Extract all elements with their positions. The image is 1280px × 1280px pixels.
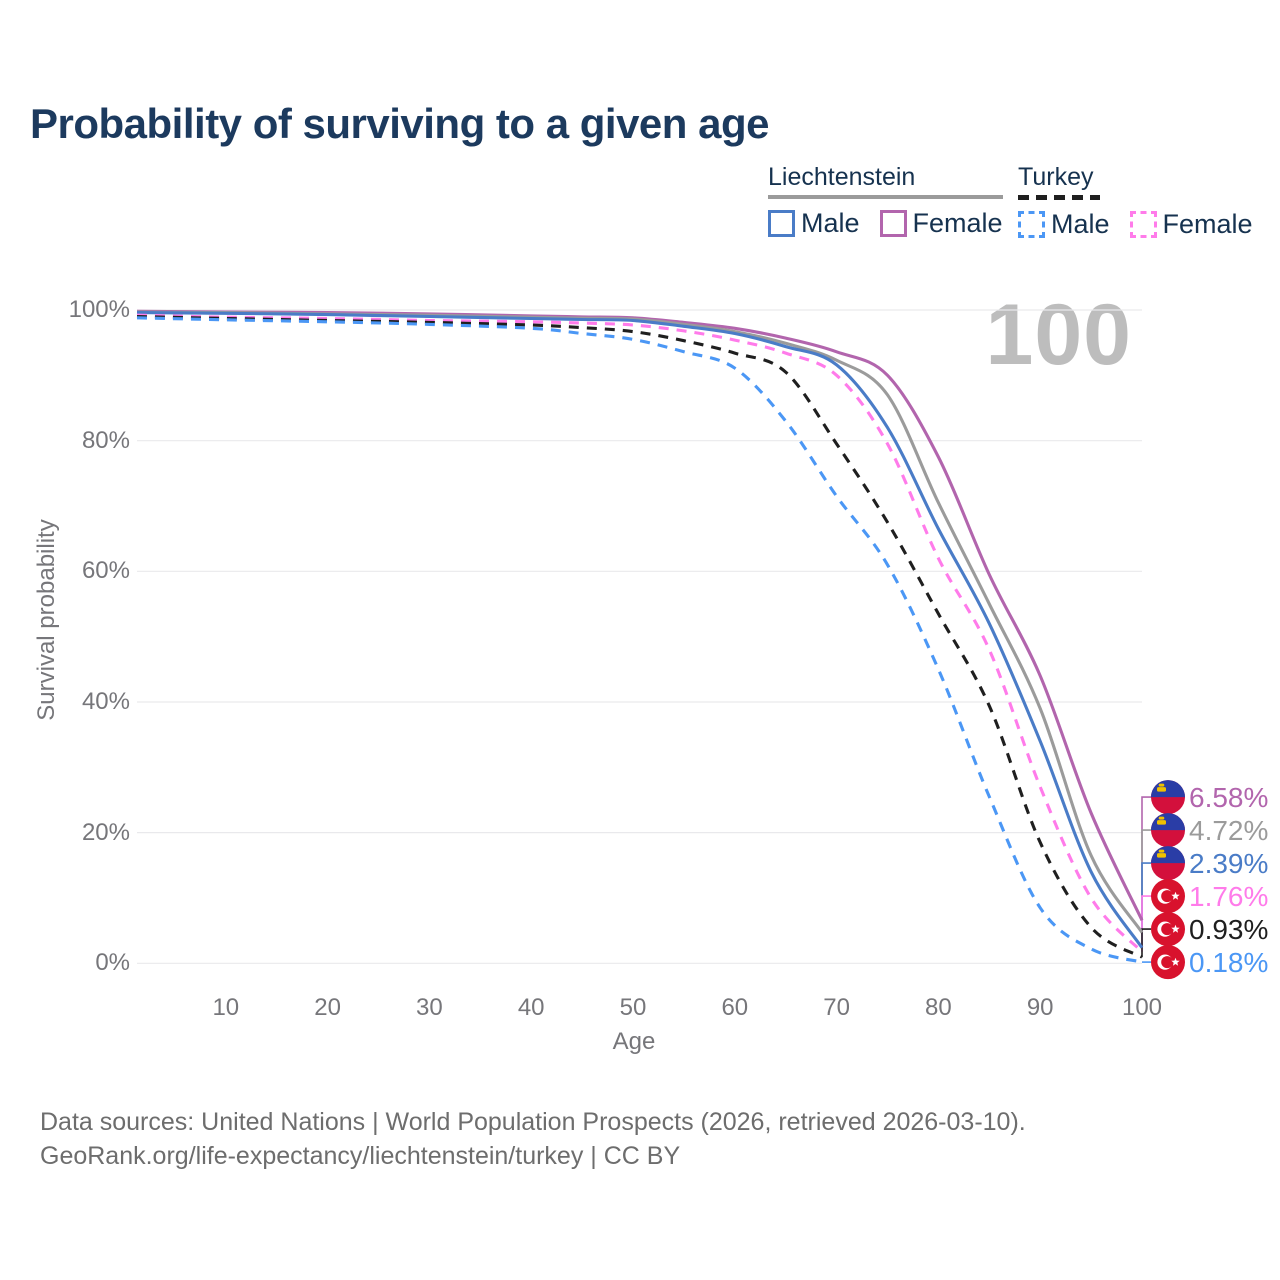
- legend-country-liechtenstein[interactable]: Liechtenstein: [768, 163, 916, 191]
- end-value-Liechtenstein: 4.72%: [1189, 815, 1269, 847]
- end-value-Turkey: 0.93%: [1189, 914, 1269, 946]
- legend-underline-liechtenstein: [768, 195, 1003, 199]
- curve-Turkey Male: [136, 316, 1143, 964]
- y-tick-80%: 80%: [81, 426, 130, 454]
- legend-group-liechtenstein: Liechtenstein Male Female: [768, 163, 1003, 239]
- leader-line-Turkey Female: [1141, 895, 1151, 952]
- page-title: Probability of surviving to a given age: [30, 100, 769, 147]
- legend-item-turkey-female[interactable]: Female: [1129, 209, 1253, 240]
- legend-label-turkey-male: Male: [1051, 209, 1110, 239]
- y-tick-0%: 0%: [95, 949, 130, 977]
- x-tick-90: 90: [1026, 994, 1054, 1021]
- flag-turkey-icon: [1151, 879, 1185, 914]
- legend-item-liechtenstein-female[interactable]: Female: [879, 208, 1003, 239]
- leader-line-Liechtenstein Female: [1141, 796, 1151, 921]
- end-value-Turkey Female: 1.76%: [1189, 881, 1269, 913]
- legend-label-liechtenstein-male: Male: [801, 208, 860, 238]
- x-tick-70: 70: [823, 994, 850, 1021]
- age-watermark: 100: [985, 287, 1132, 383]
- leader-line-Turkey: [1141, 928, 1151, 958]
- x-axis-title: Age: [612, 1028, 656, 1055]
- legend-country-turkey[interactable]: Turkey: [1018, 163, 1094, 191]
- legend-swatch-liechtenstein-male: [768, 210, 795, 237]
- curve-Liechtenstein: [136, 310, 1144, 934]
- flag-liechtenstein-icon: [1151, 846, 1185, 881]
- curve-Liechtenstein Male: [136, 311, 1144, 949]
- x-tick-10: 10: [212, 994, 240, 1021]
- y-tick-100%: 100%: [68, 296, 130, 323]
- legend-item-liechtenstein-male[interactable]: Male: [768, 208, 860, 239]
- x-tick-50: 50: [619, 994, 647, 1021]
- legend-label-turkey-female: Female: [1162, 209, 1253, 239]
- end-value-Turkey Male: 0.18%: [1189, 947, 1269, 979]
- flag-turkey-icon: [1151, 945, 1185, 980]
- end-value-Liechtenstein Female: 6.58%: [1189, 782, 1269, 814]
- legend-label-liechtenstein-female: Female: [912, 208, 1003, 238]
- y-axis-title: Survival probability: [33, 519, 60, 721]
- leader-line-Liechtenstein: [1141, 829, 1151, 933]
- flag-liechtenstein-icon: [1151, 813, 1185, 848]
- x-tick-60: 60: [721, 994, 749, 1021]
- x-tick-20: 20: [314, 994, 341, 1021]
- x-tick-40: 40: [517, 994, 545, 1021]
- legend-swatch-turkey-female: [1129, 211, 1157, 238]
- flag-liechtenstein-icon: [1151, 780, 1185, 815]
- end-value-Liechtenstein Male: 2.39%: [1189, 848, 1269, 880]
- curve-Liechtenstein Female: [136, 309, 1144, 921]
- flag-turkey-icon: [1151, 912, 1185, 947]
- curve-Turkey: [136, 314, 1143, 959]
- legend-swatch-turkey-male: [1018, 211, 1045, 238]
- x-tick-30: 30: [416, 994, 443, 1021]
- leader-line-Liechtenstein Male: [1141, 862, 1151, 948]
- legend-underline-turkey: [1018, 195, 1100, 200]
- y-tick-20%: 20%: [81, 818, 130, 846]
- x-tick-80: 80: [925, 994, 952, 1021]
- y-tick-60%: 60%: [81, 557, 130, 585]
- curve-Turkey Female: [136, 313, 1144, 953]
- legend-group-turkey: Turkey Male Female: [1018, 163, 1253, 240]
- legend-swatch-liechtenstein-female: [879, 210, 907, 237]
- legend-item-turkey-male[interactable]: Male: [1018, 209, 1110, 240]
- y-tick-40%: 40%: [81, 687, 130, 715]
- x-tick-100: 100: [1121, 994, 1163, 1021]
- footer-attribution[interactable]: GeoRank.org/life-expectancy/liechtenstei…: [40, 1142, 681, 1170]
- footer-data-sources: Data sources: United Nations | World Pop…: [40, 1108, 1026, 1136]
